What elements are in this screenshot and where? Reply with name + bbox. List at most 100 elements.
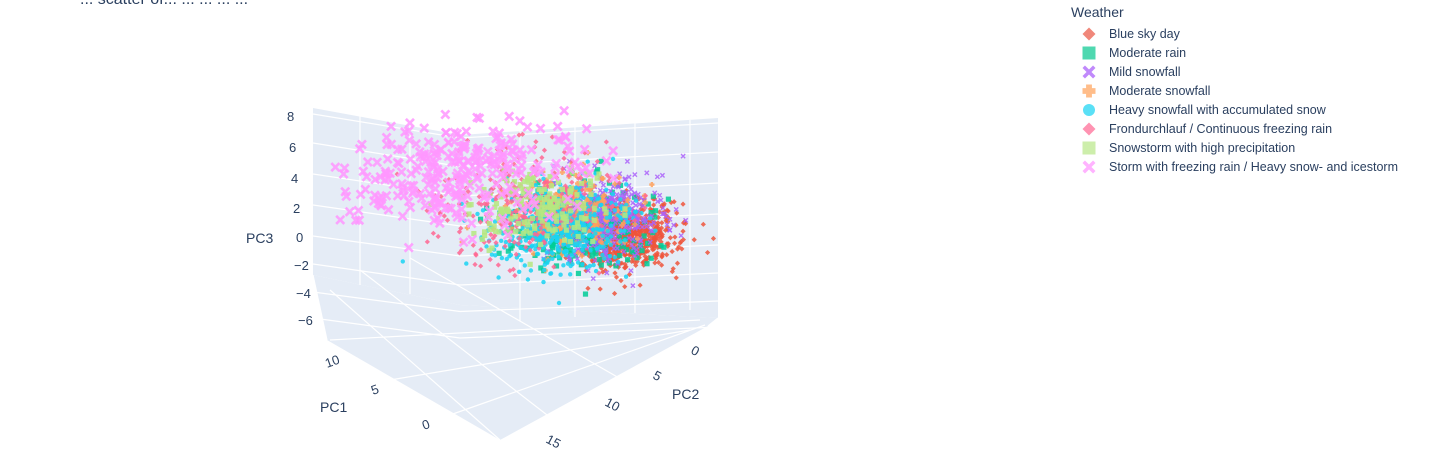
data-point [625,197,631,203]
data-point [582,179,588,185]
data-point [651,220,657,226]
data-point [596,229,602,236]
data-point [561,155,567,161]
data-point [541,176,546,181]
data-point [476,194,482,200]
legend-symbol-diamond-icon [1082,27,1096,40]
legend-item[interactable]: Frondurchlauf / Continuous freezing rain [1071,119,1398,138]
scatter3d-svg[interactable]: 8 6 4 2 0 −2 −4 −6 0 5 10 0 5 10 15 PC3 PC1 PC2 [0,0,1060,450]
data-point [598,212,605,219]
data-point [551,264,557,270]
data-point [559,105,570,116]
legend-item[interactable]: Heavy snowfall with accumulated snow [1071,100,1398,119]
data-point [647,239,653,245]
data-point [605,238,611,244]
data-point [658,262,665,268]
data-point [656,209,663,215]
data-point [596,171,602,177]
data-point [608,223,614,228]
data-point [545,260,550,265]
data-point [523,238,529,243]
data-point [484,205,495,216]
data-point [630,200,636,206]
data-point [592,236,599,242]
data-point [368,196,379,207]
data-point [631,259,638,265]
data-point [502,230,513,241]
data-point [362,156,373,167]
data-point [543,177,549,183]
data-point [496,275,501,280]
data-point [652,208,659,214]
scatter3d-plot-area[interactable]: 8 6 4 2 0 −2 −4 −6 0 5 10 0 5 10 15 PC3 PC1 PC2 [0,0,1060,450]
data-point [516,240,522,247]
data-point [601,192,607,198]
legend-item[interactable]: Moderate snowfall [1071,81,1398,100]
legend-item[interactable]: Mild snowfall [1071,62,1398,81]
data-point [475,155,486,166]
data-point [538,225,544,231]
legend-item[interactable]: Storm with freezing rain / Heavy snow- a… [1071,157,1398,176]
data-point [626,174,632,180]
data-point [655,259,662,266]
legend-item[interactable]: Snowstorm with high precipitation [1071,138,1398,157]
data-point [339,163,350,174]
data-point [406,168,417,179]
data-point [504,197,510,204]
data-point [537,241,544,248]
data-point [429,148,440,159]
data-point [599,175,605,182]
data-point [594,158,601,165]
data-point [541,196,548,202]
data-point [654,174,661,180]
data-point [583,216,589,222]
data-point [654,250,660,256]
data-point [526,144,537,155]
data-point [527,209,534,215]
data-point [596,256,602,263]
data-point [588,213,593,218]
data-point [438,193,444,200]
data-point [562,193,573,204]
data-point [610,203,616,209]
data-point [555,179,562,185]
data-point [509,198,515,204]
data-point [582,186,589,192]
data-point [372,157,383,168]
data-point [569,179,575,185]
data-point [355,189,366,200]
data-point [380,168,391,179]
data-point [589,253,595,259]
data-point [594,201,600,207]
data-point [583,268,589,274]
data-point [653,228,658,233]
data-point [552,234,558,239]
data-point [549,245,556,251]
data-point [610,156,616,162]
data-point [586,228,592,235]
data-point [549,238,554,243]
data-point [600,194,606,200]
data-point [523,228,529,234]
data-point [581,123,592,134]
data-point [504,256,509,262]
data-point [483,153,494,164]
data-point [673,222,679,228]
data-point [602,248,609,254]
data-point [627,252,633,258]
data-point [632,217,638,224]
legend-item[interactable]: Blue sky day [1071,24,1398,43]
data-point [423,137,434,148]
data-point [538,209,544,215]
data-point [592,211,597,217]
data-point [665,208,671,214]
data-point [604,187,609,192]
data-point [544,250,550,255]
data-point [582,243,587,249]
data-point [549,205,555,211]
data-point [474,183,485,194]
legend-item[interactable]: Moderate rain [1071,43,1398,62]
data-point [532,231,538,237]
data-point [403,242,414,253]
data-point [550,251,555,256]
